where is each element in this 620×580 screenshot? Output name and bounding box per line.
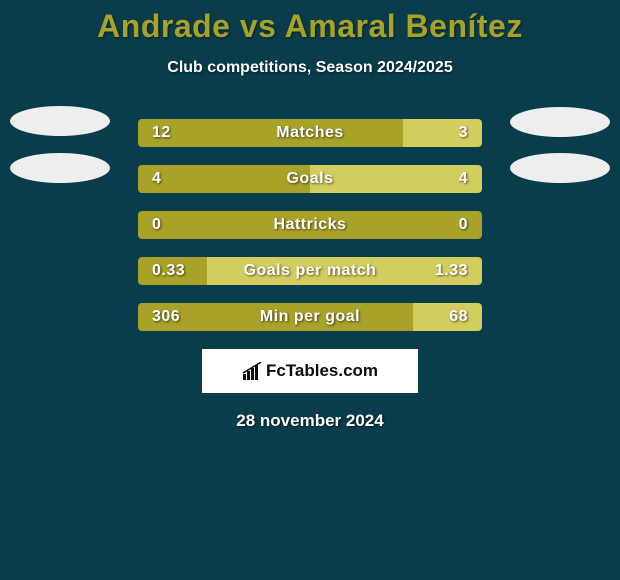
stat-row: Matches12 3 bbox=[0, 119, 620, 147]
logo: FcTables.com bbox=[242, 361, 378, 381]
stat-label: Goals bbox=[138, 165, 482, 193]
stat-right-value: 4 bbox=[459, 165, 468, 193]
stat-left-value: 12 bbox=[152, 119, 171, 147]
stat-label: Hattricks bbox=[138, 211, 482, 239]
stat-row: Goals4 4 bbox=[0, 165, 620, 193]
stat-left-value: 4 bbox=[152, 165, 161, 193]
stat-label: Matches bbox=[138, 119, 482, 147]
stat-row: Goals per match0.33 1.33 bbox=[0, 257, 620, 285]
avatar-placeholder bbox=[510, 153, 610, 183]
stat-left-value: 0 bbox=[152, 211, 161, 239]
page-title: Andrade vs Amaral Benítez bbox=[0, 0, 620, 45]
avatar-placeholder bbox=[510, 107, 610, 137]
logo-text: FcTables.com bbox=[266, 361, 378, 381]
stat-left-value: 0.33 bbox=[152, 257, 185, 285]
stat-right-value: 1.33 bbox=[435, 257, 468, 285]
subtitle: Club competitions, Season 2024/2025 bbox=[0, 59, 620, 77]
date-label: 28 november 2024 bbox=[0, 411, 620, 431]
avatar-placeholder bbox=[10, 153, 110, 183]
stat-label: Min per goal bbox=[138, 303, 482, 331]
logo-box: FcTables.com bbox=[202, 349, 418, 393]
stat-right-value: 3 bbox=[459, 119, 468, 147]
stat-right-value: 0 bbox=[459, 211, 468, 239]
stats-container: Matches12 3 Goals4 4 Hattricks0 0 Goals per ma… bbox=[0, 119, 620, 331]
stat-row: Min per goal306 68 bbox=[0, 303, 620, 331]
stat-row: Hattricks0 0 bbox=[0, 211, 620, 239]
stat-left-value: 306 bbox=[152, 303, 180, 331]
stat-right-value: 68 bbox=[449, 303, 468, 331]
stat-label: Goals per match bbox=[138, 257, 482, 285]
bar-chart-icon bbox=[242, 362, 262, 380]
avatar-placeholder bbox=[10, 106, 110, 136]
